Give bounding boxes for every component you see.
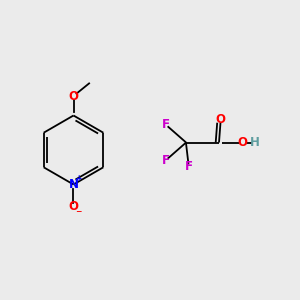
Text: O: O (68, 89, 79, 103)
Text: −: − (75, 207, 82, 216)
Text: H: H (250, 136, 260, 149)
Text: +: + (75, 174, 81, 183)
Text: F: F (162, 154, 170, 167)
Text: O: O (68, 200, 79, 214)
Text: F: F (184, 160, 192, 173)
Text: N: N (68, 178, 79, 191)
Text: O: O (215, 112, 226, 126)
Text: O: O (237, 136, 248, 149)
Text: F: F (162, 118, 170, 131)
